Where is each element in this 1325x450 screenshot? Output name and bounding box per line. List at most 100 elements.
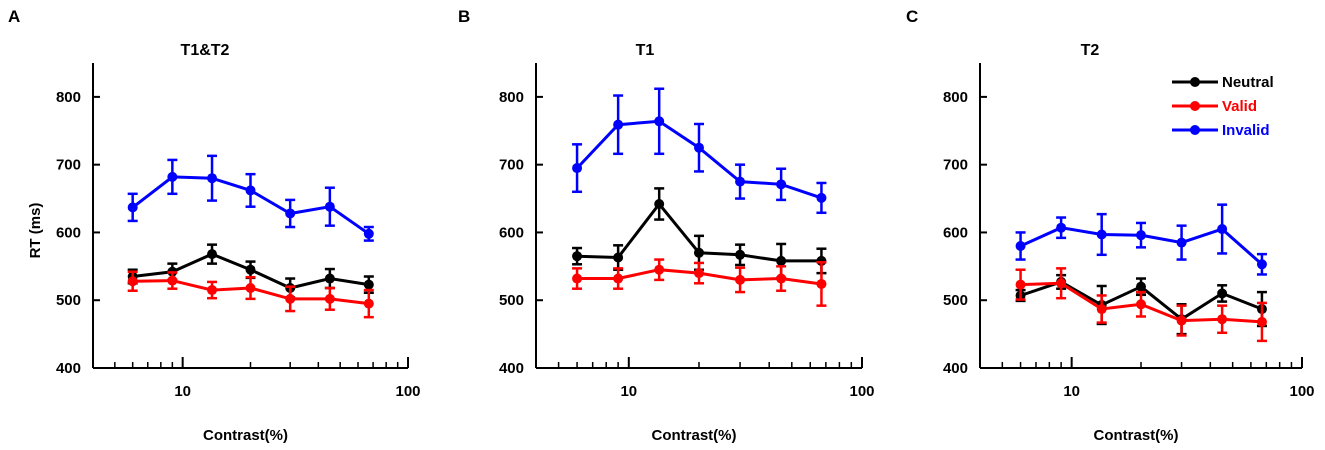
data-point-neutral [613, 252, 624, 263]
data-point-invalid [613, 119, 624, 130]
y-tick-label: 500 [56, 292, 81, 309]
data-point-invalid [1096, 229, 1107, 240]
data-point-valid [245, 283, 256, 294]
y-tick-label: 400 [499, 360, 524, 377]
data-point-invalid [207, 173, 218, 184]
data-point-valid [735, 274, 746, 285]
data-point-invalid [816, 192, 827, 203]
data-point-neutral [735, 249, 746, 260]
data-point-invalid [363, 228, 374, 239]
y-tick-label: 600 [943, 224, 968, 241]
y-tick-label: 500 [943, 292, 968, 309]
data-point-invalid [127, 202, 138, 213]
data-point-valid [694, 268, 704, 279]
y-tick-label: 700 [56, 157, 81, 174]
y-tick-label: 600 [499, 224, 524, 241]
panel-letter: A [8, 7, 20, 26]
panel-title: T2 [1081, 42, 1100, 59]
data-point-valid [654, 264, 665, 275]
panel-b: B T1 400 500 600 700 800 10 100 Contrast(%) [458, 7, 875, 444]
x-tick-label: 100 [395, 383, 420, 400]
data-point-invalid [1256, 259, 1267, 270]
x-tick-label: 100 [1289, 383, 1314, 400]
y-tick-label: 800 [56, 89, 81, 106]
data-point-neutral [245, 264, 256, 275]
x-tick-label: 10 [1063, 383, 1080, 400]
data-point-invalid [324, 201, 335, 212]
data-point-invalid [1136, 230, 1146, 241]
x-axis-label: Contrast(%) [203, 427, 288, 444]
series-valid [572, 258, 827, 307]
y-tick-label: 400 [56, 360, 81, 377]
y-tick-label: 800 [943, 89, 968, 106]
data-point-valid [1015, 279, 1026, 290]
data-point-invalid [285, 208, 296, 219]
data-point-invalid [167, 171, 178, 182]
data-point-invalid [245, 185, 256, 196]
y-tick-label: 800 [499, 89, 524, 106]
data-point-neutral [1136, 281, 1146, 292]
x-tick-label: 10 [174, 383, 191, 400]
data-point-invalid [654, 116, 665, 127]
panel-title: T1 [636, 42, 655, 59]
x-tick-label: 10 [620, 383, 637, 400]
legend-marker [1190, 101, 1200, 111]
data-point-valid [1056, 278, 1067, 289]
legend: Neutral Valid Invalid [1172, 74, 1274, 139]
data-point-neutral [207, 249, 218, 260]
data-point-invalid [694, 142, 704, 153]
series-valid [127, 270, 374, 319]
legend-marker [1190, 77, 1200, 87]
x-axis-label: Contrast(%) [652, 427, 737, 444]
data-point-invalid [735, 176, 746, 187]
data-point-valid [1176, 315, 1187, 326]
data-point-valid [127, 276, 138, 287]
data-point-valid [572, 273, 583, 284]
panel-c: C T2 400 500 600 700 800 10 100 Contrast(%) Neutra… [906, 7, 1315, 444]
data-point-neutral [776, 255, 787, 266]
panel-letter: C [906, 7, 918, 26]
data-point-valid [816, 278, 827, 289]
y-tick-label: 600 [56, 224, 81, 241]
data-point-invalid [1056, 222, 1067, 233]
panel-a: A T1&T2 400 500 600 700 800 10 100 Contrast(%) RT … [8, 7, 421, 444]
series-invalid [572, 87, 827, 215]
data-point-valid [207, 285, 218, 296]
panel-title: T1&T2 [181, 42, 230, 59]
data-point-valid [167, 275, 178, 286]
data-point-invalid [1015, 241, 1026, 251]
y-tick-label: 700 [943, 157, 968, 174]
data-point-valid [613, 273, 624, 284]
data-point-invalid [1176, 237, 1187, 248]
series-invalid [1015, 203, 1267, 276]
y-axis-label: RT (ms) [27, 203, 44, 259]
legend-label-neutral: Neutral [1222, 74, 1274, 91]
data-point-valid [285, 293, 296, 304]
data-point-valid [324, 293, 335, 304]
data-point-valid [1136, 299, 1146, 310]
data-point-neutral [324, 273, 335, 284]
data-point-invalid [572, 163, 583, 174]
data-point-valid [1096, 304, 1107, 315]
panel-letter: B [458, 7, 470, 26]
data-point-invalid [776, 179, 787, 190]
data-point-valid [1256, 316, 1267, 327]
data-point-neutral [654, 198, 665, 209]
legend-label-valid: Valid [1222, 98, 1257, 115]
series-invalid [127, 154, 374, 242]
data-point-invalid [1217, 224, 1228, 235]
data-point-valid [1217, 314, 1228, 325]
data-point-valid [776, 273, 787, 284]
legend-marker [1190, 125, 1200, 135]
data-point-valid [363, 298, 374, 309]
y-tick-label: 700 [499, 157, 524, 174]
y-tick-label: 400 [943, 360, 968, 377]
data-point-neutral [1217, 288, 1228, 299]
data-point-neutral [694, 247, 704, 258]
data-point-neutral [363, 279, 374, 290]
x-tick-label: 100 [849, 383, 874, 400]
x-axis-label: Contrast(%) [1094, 427, 1179, 444]
y-tick-label: 500 [499, 292, 524, 309]
series-valid [1015, 267, 1267, 343]
